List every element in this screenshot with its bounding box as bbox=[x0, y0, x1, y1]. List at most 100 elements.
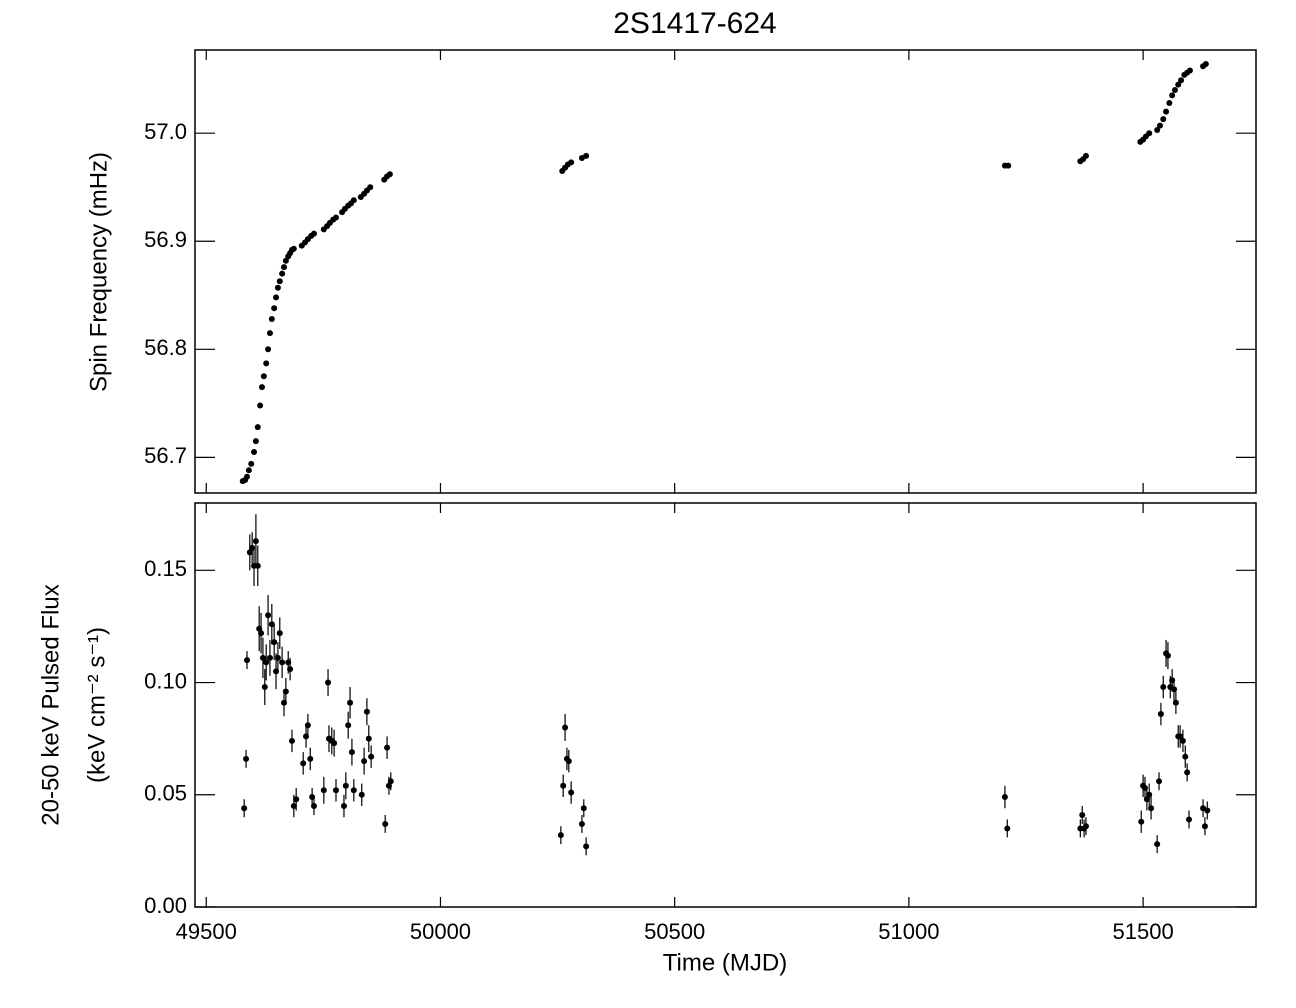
data-point bbox=[276, 630, 283, 637]
y-tick-label: 56.8 bbox=[144, 335, 187, 360]
data-point bbox=[279, 659, 286, 666]
data-point bbox=[1186, 816, 1193, 823]
data-point bbox=[263, 659, 270, 666]
data-point bbox=[368, 753, 375, 760]
data-point bbox=[1182, 753, 1189, 760]
data-point bbox=[347, 699, 354, 706]
data-point bbox=[583, 152, 590, 159]
data-point bbox=[257, 402, 264, 409]
data-point bbox=[384, 744, 391, 751]
data-point bbox=[271, 305, 278, 312]
data-point bbox=[274, 284, 281, 291]
data-point bbox=[382, 820, 389, 827]
data-point bbox=[345, 722, 352, 729]
data-point bbox=[282, 688, 289, 695]
data-point bbox=[261, 684, 268, 691]
data-point bbox=[568, 789, 575, 796]
data-point bbox=[1146, 791, 1153, 798]
data-point bbox=[1172, 699, 1179, 706]
data-point bbox=[1079, 811, 1086, 818]
data-point bbox=[386, 171, 393, 178]
data-point bbox=[1005, 162, 1012, 169]
data-point bbox=[1138, 818, 1145, 825]
data-point bbox=[287, 666, 294, 673]
data-point bbox=[562, 724, 569, 731]
chart-title: 2S1417-624 bbox=[613, 7, 776, 40]
data-point bbox=[248, 460, 255, 467]
x-tick-label: 51000 bbox=[878, 919, 939, 944]
data-point bbox=[1184, 769, 1191, 776]
data-point bbox=[1157, 710, 1164, 717]
data-point bbox=[288, 737, 295, 744]
data-point bbox=[331, 740, 338, 747]
data-point bbox=[363, 708, 370, 715]
y-tick-label: 56.7 bbox=[144, 443, 187, 468]
data-point bbox=[1154, 126, 1161, 133]
data-point bbox=[243, 657, 250, 664]
y-tick-label: 0.15 bbox=[144, 556, 187, 581]
data-point bbox=[252, 538, 259, 545]
data-point bbox=[1156, 778, 1163, 785]
y-tick-label: 56.9 bbox=[144, 227, 187, 252]
data-point bbox=[265, 612, 272, 619]
data-point bbox=[276, 278, 283, 285]
data-point bbox=[578, 820, 585, 827]
data-point bbox=[258, 630, 265, 637]
plot-frame bbox=[194, 49, 1257, 494]
data-point bbox=[1171, 686, 1178, 693]
data-point bbox=[1082, 823, 1089, 830]
x-tick-label: 49500 bbox=[176, 919, 237, 944]
data-point bbox=[266, 330, 273, 337]
data-point bbox=[1004, 825, 1011, 832]
x-tick-label: 50000 bbox=[410, 919, 471, 944]
data-point bbox=[1169, 92, 1176, 99]
data-point bbox=[348, 749, 355, 756]
data-point bbox=[1164, 652, 1171, 659]
x-tick-label: 50500 bbox=[644, 919, 705, 944]
data-point bbox=[1179, 737, 1186, 744]
data-point bbox=[1163, 108, 1170, 115]
data-point bbox=[1202, 61, 1209, 68]
data-point bbox=[1177, 733, 1184, 740]
data-point bbox=[1143, 796, 1150, 803]
data-point bbox=[273, 294, 280, 301]
data-point bbox=[1171, 86, 1178, 93]
data-point bbox=[1156, 122, 1163, 129]
data-point bbox=[268, 621, 275, 628]
data-point bbox=[293, 796, 300, 803]
data-point bbox=[251, 448, 258, 455]
data-point bbox=[263, 360, 270, 367]
data-point bbox=[245, 467, 252, 474]
data-point bbox=[243, 473, 250, 480]
data-point bbox=[252, 438, 259, 445]
data-point bbox=[307, 755, 314, 762]
data-point bbox=[568, 159, 575, 166]
data-point bbox=[580, 805, 587, 812]
data-point bbox=[310, 230, 317, 237]
data-point bbox=[1186, 67, 1193, 74]
x-tick-label: 51500 bbox=[1113, 919, 1174, 944]
data-point bbox=[254, 424, 261, 431]
data-point bbox=[361, 758, 368, 765]
y-axis-label: (keV cm⁻² s⁻¹) bbox=[83, 627, 110, 783]
data-point bbox=[281, 264, 288, 271]
data-point bbox=[300, 760, 307, 767]
data-point bbox=[340, 803, 347, 809]
data-point bbox=[304, 722, 311, 729]
data-point bbox=[1160, 684, 1167, 691]
plot-frame bbox=[194, 502, 1257, 908]
data-point bbox=[350, 197, 357, 204]
data-point bbox=[271, 639, 278, 646]
y-tick-label: 0.05 bbox=[144, 781, 187, 806]
data-point bbox=[274, 654, 281, 661]
data-point bbox=[1148, 805, 1155, 812]
data-point bbox=[1001, 794, 1008, 801]
data-point bbox=[279, 270, 286, 277]
data-point bbox=[565, 758, 572, 765]
data-point bbox=[246, 549, 253, 556]
data-point bbox=[268, 316, 275, 323]
data-point bbox=[365, 735, 372, 742]
data-point bbox=[290, 245, 297, 252]
data-point bbox=[1160, 116, 1167, 123]
